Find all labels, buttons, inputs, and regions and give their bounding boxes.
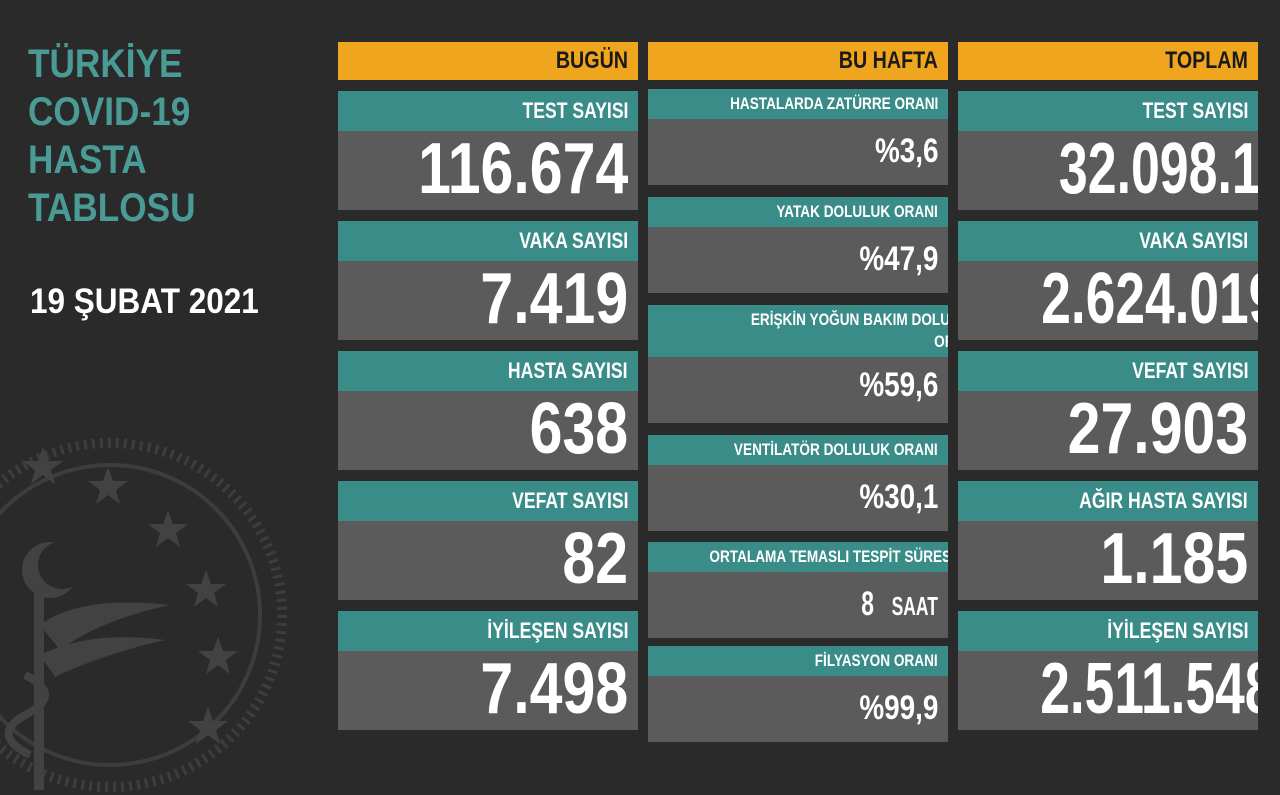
stat-label: VAKA SAYISI — [338, 221, 638, 261]
stat-value-text: 7.498 — [480, 649, 628, 729]
stat-value-text: 32.098.166 — [1058, 129, 1258, 209]
stat-label: VAKA SAYISI — [958, 221, 1258, 261]
column-header: BU HAFTA — [648, 42, 948, 80]
stat-card: VENTİLATÖR DOLULUK ORANI %30,1 — [648, 435, 948, 531]
stat-unit-text: SAAT — [891, 591, 938, 621]
stat-label: İYİLEŞEN SAYISI — [338, 611, 638, 651]
stat-value-text: 7.419 — [480, 259, 628, 339]
title-line: TÜRKİYE — [28, 42, 183, 86]
stat-value-text: 2.624.019 — [1041, 259, 1258, 339]
stat-card: HASTA SAYISI 638 — [338, 351, 638, 470]
stat-label: ERİŞKİN YOĞUN BAKIM DOLULUK ORANI — [648, 305, 948, 357]
title-line: TABLOSU — [28, 186, 196, 230]
stat-label-text: HASTA SAYISI — [508, 358, 628, 383]
stat-value: %99,9 — [648, 676, 948, 732]
stat-value: 2.624.019 — [958, 261, 1258, 337]
stat-value-text: 1.185 — [1100, 519, 1248, 599]
total-column: TOPLAM — [958, 42, 1258, 80]
today-column: BUGÜN — [338, 42, 638, 80]
stat-label-text: İYİLEŞEN SAYISI — [486, 618, 628, 643]
stat-label-text: ERİŞKİN YOĞUN BAKIM DOLULUK ORANI — [750, 310, 948, 351]
stat-value: %59,6 — [648, 357, 948, 409]
stat-label: TEST SAYISI — [958, 91, 1258, 131]
stat-value: 8 SAAT — [648, 572, 948, 630]
stat-label-text: ORTALAMA TEMASLI TESPİT SÜRESİ — [709, 547, 948, 566]
column-header: TOPLAM — [958, 42, 1258, 80]
stat-value-text: 638 — [529, 389, 628, 469]
stat-card: FİLYASYON ORANI %99,9 — [648, 646, 948, 742]
stat-label-text: HASTALARDA ZATÜRRE ORANI — [729, 94, 938, 113]
stat-card: İYİLEŞEN SAYISI 7.498 — [338, 611, 638, 730]
stat-card: YATAK DOLULUK ORANI %47,9 — [648, 197, 948, 293]
stat-label-text: VEFAT SAYISI — [1131, 358, 1248, 383]
stat-card: ERİŞKİN YOĞUN BAKIM DOLULUK ORANI %59,6 — [648, 305, 948, 423]
column-header-label: BUGÜN — [555, 47, 628, 74]
stat-card: VEFAT SAYISI 82 — [338, 481, 638, 600]
stat-value: 638 — [338, 391, 638, 467]
title-line: COVID-19 — [28, 90, 191, 134]
stat-label: VEFAT SAYISI — [338, 481, 638, 521]
stat-value-text: 8 — [861, 585, 874, 623]
stat-label-text: FİLYASYON ORANI — [815, 651, 938, 670]
stat-label: VEFAT SAYISI — [958, 351, 1258, 391]
stat-label: ORTALAMA TEMASLI TESPİT SÜRESİ — [648, 542, 948, 572]
stat-label: AĞIR HASTA SAYISI — [958, 481, 1258, 521]
stat-value: 32.098.166 — [958, 131, 1258, 207]
week-column: BU HAFTA — [648, 42, 948, 80]
stat-value: 1.185 — [958, 521, 1258, 597]
stat-card: ORTALAMA TEMASLI TESPİT SÜRESİ 8 SAAT — [648, 542, 948, 638]
stat-label-text: AĞIR HASTA SAYISI — [1079, 488, 1248, 513]
stat-value-text: 82 — [562, 519, 628, 599]
stat-label: HASTA SAYISI — [338, 351, 638, 391]
stat-label-text: VAKA SAYISI — [1139, 228, 1248, 253]
stat-value: 27.903 — [958, 391, 1258, 467]
stat-card: VEFAT SAYISI 27.903 — [958, 351, 1258, 470]
column-header-label: BU HAFTA — [838, 47, 938, 74]
stat-value-text: %47,9 — [858, 240, 938, 278]
stat-label: FİLYASYON ORANI — [648, 646, 948, 676]
stat-value: 7.498 — [338, 651, 638, 727]
column-header: BUGÜN — [338, 42, 638, 80]
stat-card: İYİLEŞEN SAYISI 2.511.548 — [958, 611, 1258, 730]
stat-value-text: %59,6 — [858, 366, 938, 404]
stat-card: VAKA SAYISI 2.624.019 — [958, 221, 1258, 340]
stat-value-text: %3,6 — [874, 132, 938, 170]
stat-value: 116.674 — [338, 131, 638, 207]
stat-label: YATAK DOLULUK ORANI — [648, 197, 948, 227]
stat-label-text: VEFAT SAYISI — [511, 488, 628, 513]
stat-label-text: YATAK DOLULUK ORANI — [776, 202, 938, 221]
stat-card: AĞIR HASTA SAYISI 1.185 — [958, 481, 1258, 600]
stat-value: 2.511.548 — [958, 651, 1258, 727]
stat-card: TEST SAYISI 116.674 — [338, 91, 638, 210]
stat-value: 82 — [338, 521, 638, 597]
stat-label: TEST SAYISI — [338, 91, 638, 131]
column-header-label: TOPLAM — [1165, 47, 1248, 74]
stat-value: %3,6 — [648, 119, 948, 175]
stat-label-text: İYİLEŞEN SAYISI — [1106, 618, 1248, 643]
stat-card: HASTALARDA ZATÜRRE ORANI %3,6 — [648, 89, 948, 185]
stat-card: TEST SAYISI 32.098.166 — [958, 91, 1258, 210]
stat-value: 7.419 — [338, 261, 638, 337]
stat-value-text: 2.511.548 — [1040, 649, 1258, 729]
stat-label: İYİLEŞEN SAYISI — [958, 611, 1258, 651]
title-line: HASTA — [28, 138, 147, 182]
stat-label-text: TEST SAYISI — [522, 98, 628, 123]
stat-label: HASTALARDA ZATÜRRE ORANI — [648, 89, 948, 119]
report-date: 19 ŞUBAT 2021 — [30, 282, 259, 321]
stat-label: VENTİLATÖR DOLULUK ORANI — [648, 435, 948, 465]
stat-label-text: VENTİLATÖR DOLULUK ORANI — [734, 440, 938, 459]
stat-label-text: VAKA SAYISI — [519, 228, 628, 253]
stat-value-text: %30,1 — [858, 478, 938, 516]
page-title: TÜRKİYE COVID-19 HASTA TABLOSU — [28, 40, 218, 232]
stat-value: %30,1 — [648, 465, 948, 521]
stat-value-text: %99,9 — [858, 689, 938, 727]
stat-value-text: 116.674 — [417, 129, 628, 209]
stat-value: %47,9 — [648, 227, 948, 283]
ministry-of-health-emblem-icon — [0, 438, 287, 792]
stat-value-text: 27.903 — [1067, 389, 1248, 469]
stat-label-text: TEST SAYISI — [1142, 98, 1248, 123]
stat-card: VAKA SAYISI 7.419 — [338, 221, 638, 340]
